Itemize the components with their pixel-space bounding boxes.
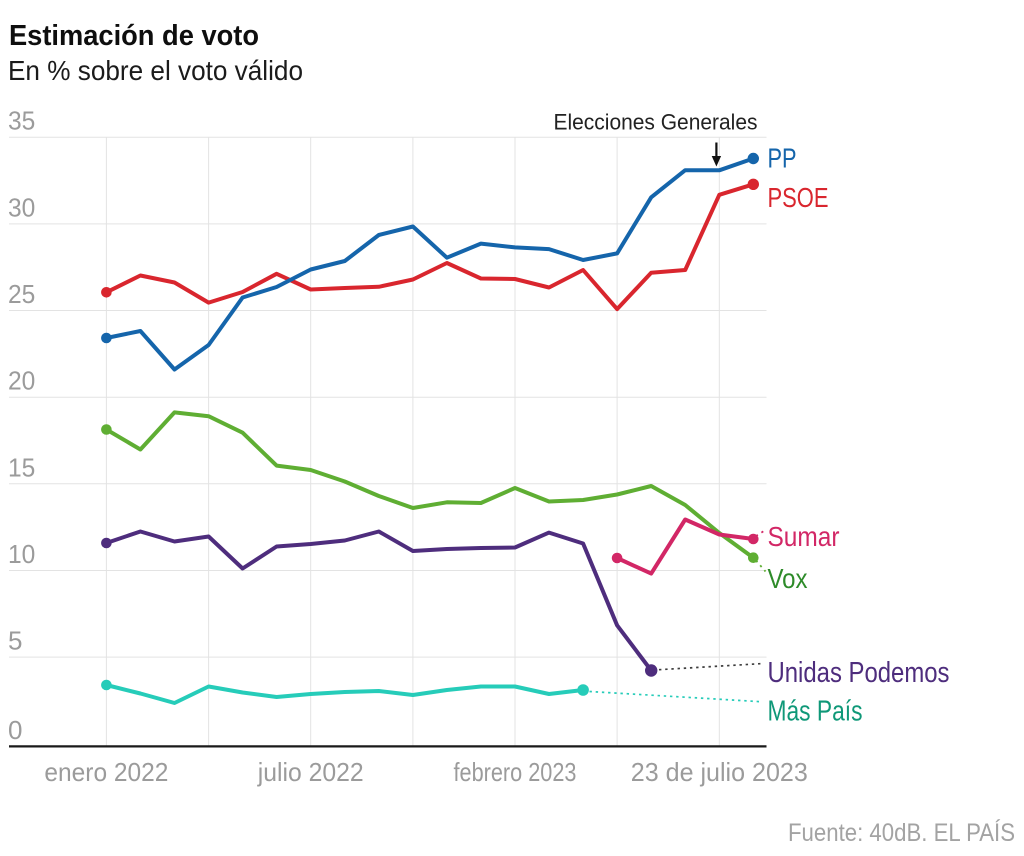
svg-text:enero 2022: enero 2022 (44, 757, 168, 787)
svg-text:10: 10 (8, 539, 35, 569)
svg-text:PP: PP (768, 143, 797, 174)
svg-text:Más País: Más País (768, 695, 863, 727)
svg-text:Vox: Vox (768, 563, 808, 594)
svg-text:25: 25 (8, 279, 35, 309)
svg-text:Elecciones Generales: Elecciones Generales (554, 110, 758, 135)
svg-text:Unidas Podemos: Unidas Podemos (768, 657, 950, 689)
svg-text:0: 0 (8, 715, 22, 745)
svg-text:23 de julio 2023: 23 de julio 2023 (631, 757, 808, 787)
svg-text:En % sobre el voto válido: En % sobre el voto válido (8, 55, 303, 86)
svg-text:febrero 2023: febrero 2023 (454, 757, 577, 787)
svg-text:Fuente: 40dB. EL PAÍS: Fuente: 40dB. EL PAÍS (788, 818, 1015, 847)
svg-text:15: 15 (8, 452, 35, 482)
svg-text:30: 30 (8, 192, 35, 222)
svg-text:Sumar: Sumar (768, 521, 840, 552)
svg-text:PSOE: PSOE (768, 182, 829, 213)
svg-text:5: 5 (8, 626, 22, 656)
svg-text:julio 2022: julio 2022 (257, 757, 364, 787)
svg-text:Estimación de voto: Estimación de voto (9, 20, 259, 52)
svg-text:20: 20 (8, 366, 35, 396)
svg-text:35: 35 (8, 106, 35, 136)
